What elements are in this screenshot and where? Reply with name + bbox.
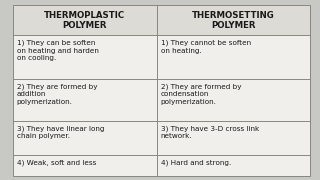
Text: 2) They are formed by
condensation
polymerization.: 2) They are formed by condensation polym… (161, 83, 241, 105)
Text: 2) They are formed by
addition
polymerization.: 2) They are formed by addition polymeriz… (17, 83, 97, 105)
Text: THERMOPLASTIC
POLYMER: THERMOPLASTIC POLYMER (44, 11, 125, 30)
Text: 3) They have linear long
chain polymer.: 3) They have linear long chain polymer. (17, 125, 104, 139)
Text: 1) They cannot be soften
on heating.: 1) They cannot be soften on heating. (161, 40, 251, 54)
Text: THERMOSETTING
POLYMER: THERMOSETTING POLYMER (192, 11, 275, 30)
Bar (13, 5, 310, 35)
Text: 1) They can be soften
on heating and harden
on cooling.: 1) They can be soften on heating and har… (17, 40, 99, 61)
Text: 3) They have 3-D cross link
network.: 3) They have 3-D cross link network. (161, 125, 259, 139)
Text: 4) Hard and strong.: 4) Hard and strong. (161, 159, 231, 166)
Text: 4) Weak, soft and less: 4) Weak, soft and less (17, 159, 96, 166)
